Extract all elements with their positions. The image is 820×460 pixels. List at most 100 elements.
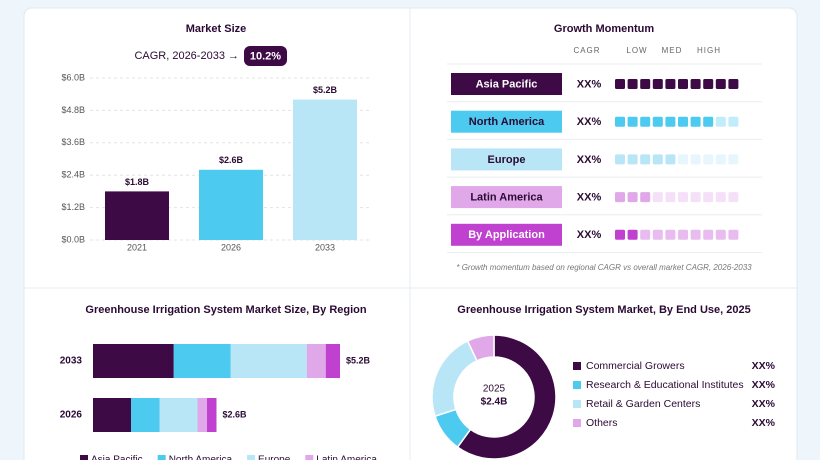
level-filled: [665, 154, 676, 165]
region-pill: [451, 148, 562, 171]
value-label: $1.8B: [125, 177, 150, 187]
level-filled: [627, 192, 638, 203]
total-label: $5.2B: [346, 355, 371, 365]
value-label: XX%: [752, 360, 776, 372]
level-empty: [715, 154, 726, 165]
legend-swatch: [157, 455, 166, 460]
y-tick-label: $4.8B: [61, 105, 85, 115]
legend-label: Latin America: [316, 455, 377, 460]
legend-label: Research & Educational Institutes: [586, 379, 744, 391]
level-filled: [627, 116, 638, 127]
bar-segment: [306, 344, 326, 378]
subtitle: CAGR, 2026-2033 →: [134, 50, 239, 62]
bar: [105, 191, 169, 240]
level-empty: [640, 229, 651, 240]
level-filled: [728, 79, 739, 89]
y-tick-label: $2.4B: [61, 170, 85, 180]
region-pill: [451, 110, 562, 133]
level-filled: [715, 79, 726, 89]
cagr-label: XX%: [577, 154, 602, 166]
region-pill: [451, 186, 562, 209]
level-empty: [690, 154, 701, 165]
level-filled: [652, 79, 663, 89]
badge: 10.2%: [250, 50, 281, 62]
region-pill: [451, 73, 562, 95]
level-empty: [665, 229, 676, 240]
legend-swatch: [573, 400, 581, 408]
level-empty: [665, 192, 676, 203]
bar-segment: [131, 398, 160, 432]
level-empty: [728, 192, 739, 203]
legend-label: Others: [586, 417, 618, 429]
legend-swatch: [305, 455, 314, 460]
center-value: $2.4B: [481, 397, 508, 408]
level-empty: [690, 229, 701, 240]
total-label: $2.6B: [223, 409, 248, 419]
y-tick-label: $6.0B: [61, 72, 85, 82]
region-label: North America: [469, 116, 545, 128]
level-filled: [665, 116, 676, 127]
legend-swatch: [573, 381, 581, 389]
level-empty: [703, 192, 714, 203]
legend-label: North America: [169, 455, 233, 460]
legend-swatch: [573, 419, 581, 427]
column-header: LOW: [626, 46, 647, 55]
legend-swatch: [247, 455, 256, 460]
cagr-label: XX%: [577, 192, 602, 204]
level-empty: [678, 229, 688, 240]
legend-label: Commercial Growers: [586, 360, 685, 372]
bar: [293, 99, 357, 240]
level-filled: [665, 79, 676, 89]
level-empty: [715, 192, 726, 203]
level-empty: [678, 154, 688, 165]
value-label: XX%: [752, 398, 776, 410]
column-header: CAGR: [573, 46, 600, 55]
legend-label: Retail & Garden Centers: [586, 398, 700, 410]
bar-segment: [230, 344, 307, 378]
y-tick-label: 2026: [60, 410, 83, 421]
y-tick-label: $0.0B: [61, 234, 85, 244]
level-filled: [615, 154, 625, 165]
y-tick-label: $3.6B: [61, 137, 85, 147]
chart-title: Market Size: [186, 23, 247, 35]
region-label: Latin America: [470, 192, 543, 204]
level-empty: [652, 192, 663, 203]
x-tick-label: 2021: [127, 242, 147, 252]
level-filled: [615, 229, 625, 240]
level-filled: [703, 79, 714, 89]
level-empty: [728, 229, 739, 240]
donut-slice: [466, 334, 495, 362]
level-empty: [703, 229, 714, 240]
level-empty: [715, 229, 726, 240]
chart-title: Greenhouse Irrigation System Market Size…: [85, 304, 366, 316]
value-label: $5.2B: [313, 85, 338, 95]
level-empty: [703, 154, 714, 165]
legend-swatch: [80, 455, 88, 460]
donut-slice: [456, 334, 557, 460]
legend-label: Asia Pacific: [91, 455, 143, 460]
bar-segment: [159, 398, 198, 432]
level-filled: [690, 116, 701, 127]
level-filled: [678, 79, 688, 89]
level-empty: [652, 229, 663, 240]
region-pill: [451, 223, 562, 246]
badge-bg: [244, 46, 287, 66]
bar-segment: [93, 344, 174, 378]
level-filled: [640, 79, 651, 89]
center-label: 2025: [483, 384, 506, 395]
legend-swatch: [573, 362, 581, 370]
value-label: $2.6B: [219, 155, 244, 165]
level-filled: [640, 116, 651, 127]
level-filled: [703, 116, 714, 127]
bar: [199, 169, 263, 240]
value-label: XX%: [752, 417, 776, 429]
cagr-label: XX%: [577, 78, 602, 90]
level-filled: [640, 154, 651, 165]
column-header: MED: [662, 46, 683, 55]
level-filled: [627, 79, 638, 89]
level-filled: [690, 79, 701, 89]
chart-title: Greenhouse Irrigation System Market, By …: [457, 304, 750, 316]
bar-segment: [173, 344, 231, 378]
region-label: By Application: [468, 229, 545, 241]
